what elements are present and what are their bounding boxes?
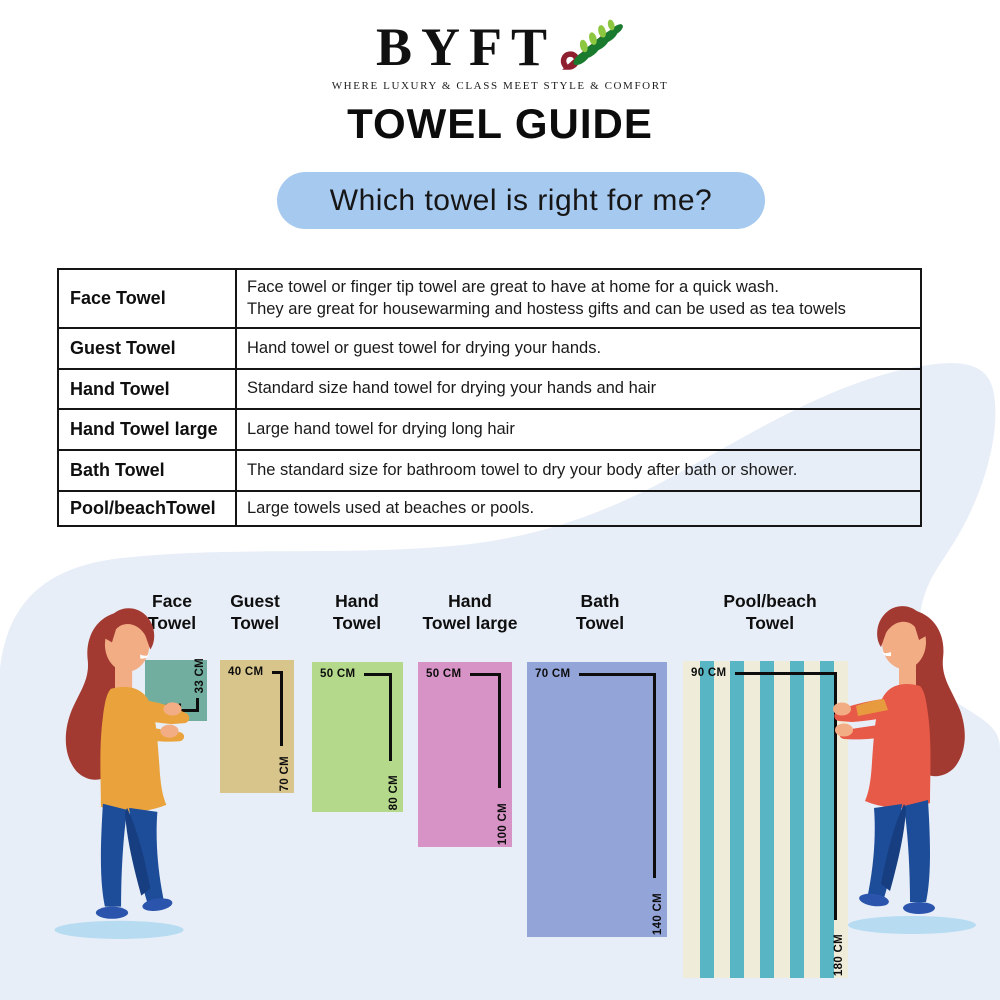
- header-line: Pool/beach: [723, 591, 817, 611]
- header-line: Towel large: [422, 612, 518, 633]
- row-label: Bath Towel: [59, 451, 237, 490]
- dimension-line: [653, 673, 656, 878]
- header-line: Bath: [580, 591, 620, 611]
- woman-left-illustration: [54, 608, 190, 939]
- row-description: The standard size for bathroom towel to …: [247, 460, 798, 479]
- dimension-line: [470, 673, 501, 676]
- leaf-sprig-icon: [560, 19, 623, 70]
- towel-stripe: [820, 661, 834, 978]
- brand-logo: BYFT: [0, 16, 1000, 74]
- row-label: Hand Towel: [59, 370, 237, 408]
- dimension-line: [178, 709, 198, 712]
- dimension-label-width: 40 CM: [228, 666, 264, 678]
- row-label: Pool/beachTowel: [59, 492, 237, 525]
- towel-swatch-pool-beach: 90 CM 180 CM: [683, 661, 848, 978]
- towel-stripe: [700, 661, 714, 978]
- towel-stripe: [760, 661, 774, 978]
- row-description: Face towel or finger tip towel are great…: [237, 270, 920, 327]
- dimension-line: [389, 673, 392, 761]
- header-line: Guest: [230, 591, 280, 611]
- dimension-label-width: 90 CM: [691, 667, 727, 679]
- dimension-label-height: 70 CM: [279, 755, 291, 791]
- towel-info-table: Face Towel Face towel or finger tip towe…: [57, 268, 922, 527]
- row-label: Face Towel: [59, 270, 237, 327]
- table-row: Face Towel Face towel or finger tip towe…: [59, 270, 920, 329]
- header-line: Towel: [147, 612, 197, 633]
- dimension-line: [364, 673, 392, 676]
- description-line: Face towel or finger tip towel are great…: [247, 278, 779, 297]
- description-line: They are great for housewarming and host…: [247, 299, 846, 318]
- brand-logo-text: BYFT: [375, 17, 557, 77]
- header-line: Towel: [575, 612, 625, 633]
- row-description: Large hand towel for drying long hair: [247, 419, 515, 438]
- header-line: Face: [152, 591, 192, 611]
- dimension-line: [579, 673, 656, 676]
- towel-column-header-face: Face Towel: [148, 591, 196, 635]
- dimension-label-height: 140 CM: [652, 892, 664, 935]
- row-label: Guest Towel: [59, 329, 237, 368]
- table-row: Pool/beachTowel Large towels used at bea…: [59, 492, 920, 525]
- dimension-label-height: 80 CM: [388, 774, 400, 810]
- dimension-label-width: 50 CM: [320, 668, 356, 680]
- ground-shadow: [848, 916, 976, 934]
- towel-stripe: [790, 661, 804, 978]
- towel-column-header-hand-large: Hand Towel large: [423, 591, 518, 635]
- dimension-label-height: 180 CM: [833, 933, 845, 976]
- towel-swatch-hand: 50 CM 80 CM: [312, 662, 403, 812]
- ground-shadow: [54, 920, 184, 939]
- table-row: Guest Towel Hand towel or guest towel fo…: [59, 329, 920, 370]
- header-line: Towel: [745, 612, 795, 633]
- table-row: Hand Towel Standard size hand towel for …: [59, 370, 920, 410]
- towel-column-header-bath: Bath Towel: [576, 591, 624, 635]
- header-line: Towel: [230, 612, 280, 633]
- towel-column-header-guest: Guest Towel: [230, 591, 280, 635]
- dimension-label-width: 50 CM: [426, 668, 462, 680]
- header-line: Hand: [448, 591, 492, 611]
- dimension-line: [498, 673, 501, 788]
- question-banner: Which towel is right for me?: [277, 172, 765, 229]
- row-description: Standard size hand towel for drying your…: [247, 379, 657, 398]
- towel-swatch-hand-large: 50 CM 100 CM: [418, 662, 512, 847]
- dimension-line: [272, 671, 283, 674]
- dimension-line: [280, 671, 283, 746]
- towel-column-header-hand: Hand Towel: [333, 591, 381, 635]
- row-label: Hand Towel large: [59, 410, 237, 449]
- towel-stripe: [730, 661, 744, 978]
- table-row: Hand Towel large Large hand towel for dr…: [59, 410, 920, 451]
- row-description: Large towels used at beaches or pools.: [247, 498, 535, 517]
- dimension-label-height: 100 CM: [497, 802, 509, 845]
- page-title: TOWEL GUIDE: [347, 100, 653, 147]
- towel-swatch-bath: 70 CM 140 CM: [527, 662, 667, 937]
- dimension-label-width: 70 CM: [535, 668, 571, 680]
- brand-tagline: WHERE LUXURY & CLASS MEET STYLE & COMFOR…: [331, 80, 669, 92]
- dimension-line: [834, 672, 837, 920]
- dimension-line: [735, 672, 837, 675]
- row-description: Hand towel or guest towel for drying you…: [247, 338, 602, 357]
- dimension-line: [196, 698, 199, 712]
- towel-column-header-pool-beach: Pool/beach Towel: [723, 591, 816, 635]
- towel-swatch-guest: 40 CM 70 CM: [220, 660, 294, 793]
- woman-right-illustration: [833, 606, 976, 934]
- header-line: Towel: [332, 612, 382, 633]
- table-row: Bath Towel The standard size for bathroo…: [59, 451, 920, 492]
- header-line: Hand: [335, 591, 379, 611]
